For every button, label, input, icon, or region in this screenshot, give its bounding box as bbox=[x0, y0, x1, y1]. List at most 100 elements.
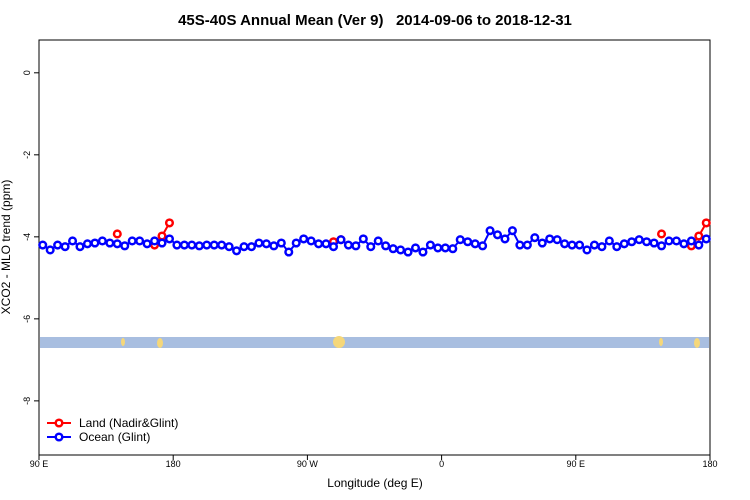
point bbox=[284, 247, 294, 257]
point bbox=[343, 240, 353, 250]
point bbox=[694, 240, 704, 250]
legend-marker bbox=[54, 418, 64, 428]
point bbox=[97, 236, 107, 246]
point bbox=[373, 236, 383, 246]
point bbox=[351, 241, 361, 251]
point bbox=[291, 238, 301, 248]
point bbox=[589, 240, 599, 250]
legend-label: Land (Nadir&Glint) bbox=[79, 416, 178, 430]
land-blob bbox=[157, 338, 163, 348]
point bbox=[217, 240, 227, 250]
x-tick-label: 90 E bbox=[30, 459, 49, 469]
point bbox=[179, 240, 189, 250]
point bbox=[45, 245, 55, 255]
point bbox=[470, 239, 480, 249]
point bbox=[75, 242, 85, 252]
point bbox=[202, 240, 212, 250]
point bbox=[694, 231, 704, 241]
point bbox=[321, 239, 331, 249]
land-blob bbox=[121, 338, 125, 346]
point bbox=[671, 236, 682, 246]
point bbox=[567, 240, 577, 250]
point bbox=[686, 236, 696, 246]
point bbox=[127, 236, 137, 246]
land-blob bbox=[694, 338, 700, 348]
point bbox=[299, 234, 309, 244]
point bbox=[232, 246, 242, 256]
point bbox=[135, 236, 145, 246]
x-axis-label: Longitude (deg E) bbox=[327, 476, 422, 490]
point bbox=[194, 241, 204, 251]
point bbox=[157, 238, 167, 248]
point bbox=[649, 238, 659, 248]
point bbox=[560, 239, 570, 249]
point bbox=[507, 226, 517, 236]
point bbox=[515, 240, 525, 250]
point bbox=[142, 239, 152, 249]
y-tick-label: -4 bbox=[22, 233, 32, 241]
point bbox=[448, 244, 458, 254]
point bbox=[656, 241, 667, 251]
point bbox=[410, 243, 421, 253]
point bbox=[38, 240, 48, 250]
point bbox=[619, 239, 629, 249]
point bbox=[642, 237, 652, 247]
point bbox=[701, 234, 711, 244]
land-blob bbox=[659, 338, 663, 346]
land-blob bbox=[333, 336, 345, 348]
point bbox=[328, 242, 339, 252]
point bbox=[60, 242, 70, 252]
point bbox=[634, 235, 644, 245]
point bbox=[112, 239, 122, 249]
point bbox=[82, 239, 93, 249]
y-tick-label: -2 bbox=[22, 151, 32, 159]
point bbox=[157, 231, 167, 241]
point bbox=[403, 247, 413, 257]
point bbox=[366, 242, 376, 252]
point bbox=[164, 234, 175, 244]
point bbox=[68, 236, 78, 246]
point bbox=[463, 237, 473, 247]
legend-label: Ocean (Glint) bbox=[79, 430, 150, 444]
land-mask bbox=[40, 336, 709, 348]
point bbox=[656, 229, 667, 239]
point bbox=[314, 239, 324, 249]
point bbox=[679, 239, 689, 249]
point bbox=[172, 240, 182, 250]
point bbox=[500, 234, 510, 244]
point bbox=[664, 236, 674, 246]
point bbox=[112, 229, 122, 239]
point bbox=[492, 230, 503, 240]
point bbox=[552, 235, 562, 245]
x-tick-label: 0 bbox=[439, 459, 444, 469]
point bbox=[381, 241, 391, 251]
point bbox=[187, 240, 197, 250]
point bbox=[261, 239, 271, 249]
point bbox=[358, 234, 368, 244]
point bbox=[388, 244, 398, 254]
chart-title: 45S-40S Annual Mean (Ver 9) 2014-09-06 t… bbox=[178, 12, 572, 29]
point bbox=[440, 243, 450, 253]
x-tick-label: 90 E bbox=[567, 459, 586, 469]
y-axis-label: XCO2 - MLO trend (ppm) bbox=[0, 180, 13, 315]
point bbox=[455, 235, 465, 245]
legend-marker bbox=[54, 432, 64, 442]
point bbox=[425, 240, 435, 250]
point bbox=[530, 233, 540, 243]
point bbox=[336, 235, 346, 245]
y-tick-label: 0 bbox=[22, 70, 32, 75]
point bbox=[604, 236, 614, 246]
point bbox=[522, 240, 532, 250]
point bbox=[627, 237, 637, 247]
point bbox=[150, 236, 160, 246]
series bbox=[38, 226, 711, 257]
point bbox=[53, 240, 63, 250]
point bbox=[574, 240, 585, 250]
ocean-strip bbox=[40, 337, 709, 348]
point bbox=[105, 238, 115, 248]
x-tick-label: 90 W bbox=[297, 459, 319, 469]
y-tick-label: -8 bbox=[22, 397, 32, 405]
x-tick-label: 180 bbox=[166, 459, 181, 469]
point bbox=[485, 226, 495, 236]
